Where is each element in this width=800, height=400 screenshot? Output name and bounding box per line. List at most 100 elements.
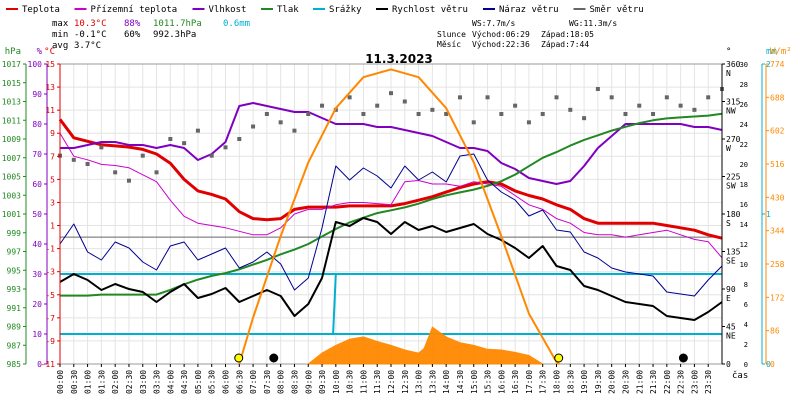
axis-tick-label-hpa: 993 [7,285,22,294]
wind-direction-point [182,141,187,146]
axis-time-label: 14:00 [442,370,451,394]
wind-direction-point [540,112,545,116]
stats-block: max 10.3°C 88% 1011.7hPa 0.6mm min -0.1°… [52,19,250,51]
wind-direction-point [71,157,76,162]
legend-label-0: Teplota [22,5,60,15]
wind-direction-point [595,87,600,91]
axis-tick-label-deg: 135 [726,248,741,257]
wind-direction-point [223,145,228,150]
wind-direction-point [637,103,642,108]
axis-time-label: 09:30 [318,370,327,394]
axis-time-label: 04:00 [166,370,175,394]
axis-tick-label-hpa: 1017 [2,60,21,69]
stats-avg-temp: 3.7°C [74,41,101,51]
axis-tick-label-pct: 70 [32,150,42,159]
axis-time-label: 20:00 [608,370,617,394]
axis-tick-label-temp: -1 [45,245,55,254]
wind-direction-point [126,178,131,183]
wind-direction-point [251,124,256,129]
series-smer-vetru [58,87,724,183]
axis-time-label: 08:30 [290,370,299,394]
wind-direction-point [292,128,297,133]
axis-title-deg: ° [726,47,731,57]
stats-min-hum: 60% [124,30,141,40]
wind-direction-point [402,99,407,104]
wind-direction-point [526,120,531,125]
axis-tick-label-wm2: 172 [770,293,785,302]
axis-tick-label-hpa: 1015 [2,79,21,88]
axis-time-label: 12:00 [387,370,396,394]
axis-tick-label-temp: -3 [45,268,55,277]
wind-direction-point [347,95,352,100]
axis-direction-label: S [726,219,731,228]
axis-direction-label: E [726,294,731,303]
legend-label-2: Vlhkost [209,5,247,15]
wind-direction-point [554,95,559,100]
axis-tick-label-deg: 90 [726,285,736,294]
axis-tick-label-hpa: 1013 [2,98,21,107]
axis-tick-label-pct: 20 [32,300,42,309]
axis-time-label: 03:30 [153,370,162,394]
axis-tick-label-ms: 0 [744,361,748,369]
axis-tick-label-wm2: 344 [770,227,785,236]
axis-direction-label: NE [726,332,736,341]
axis-time-label: 19:30 [594,370,603,394]
wind-direction-point [209,153,214,158]
legend-label-1: Přízemní teplota [91,5,178,15]
wind-speed-info: WS:7.7m/s [472,19,516,28]
axis-time-label: 15:00 [470,370,479,394]
legend-label-7: Směr větru [590,5,644,15]
sunset-marker [554,353,564,363]
axes: 9859879899919939959979991001100310051007… [2,47,792,394]
axis-tick-label-deg: 315 [726,98,741,107]
axis-time-label: 07:30 [263,370,272,394]
wind-direction-point [264,112,269,116]
wind-direction-point [85,162,90,166]
stats-max-label: max [52,19,69,29]
axis-time-label: 10:30 [346,370,355,394]
axis-tick-label-hpa: 1003 [2,191,21,200]
axis-time-label: 00:30 [70,370,79,394]
axis-time-label: 22:30 [677,370,686,394]
axis-time-label: 08:00 [277,370,286,394]
axis-time-label: 15:30 [484,370,493,394]
axis-tick-label-ms: 22 [740,141,748,149]
axis-tick-label-pct: 40 [32,240,42,249]
series-rychlost-vetru [59,217,723,321]
axis-tick-label-pct: 90 [32,90,42,99]
axis-tick-label-hpa: 997 [7,248,22,257]
axis-time-label: 07:00 [249,370,258,394]
axis-time-label: 16:00 [497,370,506,394]
wind-direction-point [485,95,490,100]
wind-direction-point [678,103,683,108]
sunrise-marker [234,353,244,363]
axis-tick-label-hpa: 1005 [2,173,21,182]
axis-time-label: 17:30 [539,370,548,394]
axis-time-label: 11:30 [373,370,382,394]
wind-direction-point [513,103,518,108]
axis-time-label: 09:00 [304,370,313,394]
series-tlak [60,112,723,297]
axis-tick-label-deg: 360 [726,60,741,69]
axis-direction-label: SW [726,182,736,191]
wind-direction-point [99,145,104,150]
legend-label-5: Rychlost větru [392,5,468,15]
axis-tick-label-wm2: 516 [770,160,785,169]
wind-direction-point [140,153,145,158]
axis-time-label: 13:00 [415,370,424,394]
wind-direction-point [568,107,573,112]
axis-direction-label: N [726,69,731,78]
axis-time-label: 18:00 [553,370,562,394]
wind-direction-point [430,107,435,112]
axis-tick-label-wm2: 258 [770,260,785,269]
axis-time-label: 16:30 [511,370,520,394]
axis-title-temp: °C [44,47,55,57]
axis-time-label: 05:30 [208,370,217,394]
axis-hpa: 985 987 989 991 993 995 997 999 1001 1003 1005 1007… [2,47,27,369]
axis-tick-label-hpa: 985 [7,360,22,369]
axis-tick-label-pct: 0 [37,360,42,369]
axis-tick-label-deg: 180 [726,210,741,219]
axis-tick-label-hpa: 995 [7,266,22,275]
axis-time-label: 04:30 [180,370,189,394]
